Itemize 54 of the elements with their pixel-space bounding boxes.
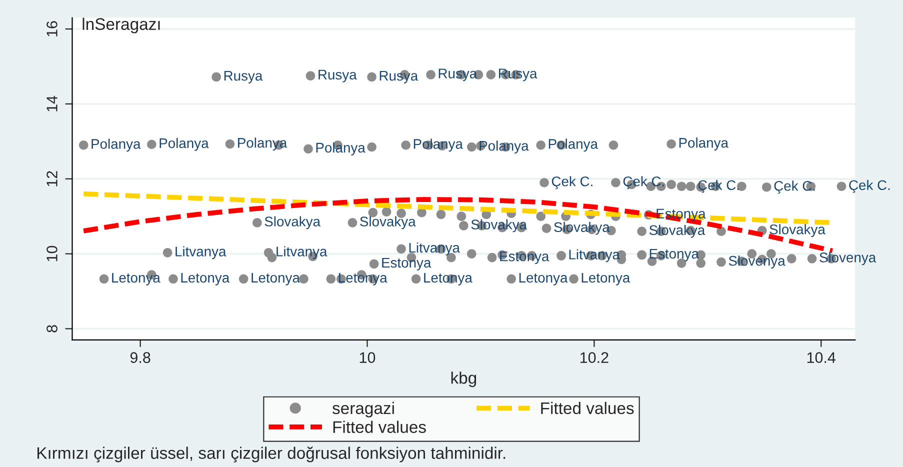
data-label: Polanya <box>679 138 728 150</box>
data-label: Polanya <box>160 138 209 151</box>
y-tick-label: 8 <box>46 325 58 332</box>
data-label: Slovakya <box>264 216 320 230</box>
data-label: Polanya <box>414 138 463 152</box>
data-label: Letonya <box>252 272 300 286</box>
data-label: Polanya <box>548 138 598 152</box>
data-label: Letonya <box>424 272 472 286</box>
data-label: Rusya <box>438 68 478 82</box>
x-axis-title: kbg <box>451 372 476 388</box>
data-label: Rusya <box>380 70 418 84</box>
data-label: Letonya <box>582 272 630 286</box>
data-label: Estonya <box>650 248 699 262</box>
x-tick-label: 9.8 <box>130 352 150 364</box>
data-label: Slovakya <box>360 216 416 230</box>
data-label: Letonya <box>181 272 230 286</box>
data-label: Slovenya <box>728 256 786 269</box>
data-label: Litvanya <box>409 242 460 256</box>
data-label: Çek C. <box>552 176 592 190</box>
data-label: Rusya <box>224 70 263 84</box>
y-axis-title: lnSeragazı <box>82 18 160 34</box>
data-label: Estonya <box>382 258 432 270</box>
x-tick-label: 10 <box>360 352 376 364</box>
data-label: Estonya <box>656 208 706 222</box>
data-label: Slovakya <box>649 224 706 238</box>
data-label: Polanya <box>316 142 366 156</box>
data-label: Slovakya <box>554 222 610 235</box>
data-label: Letonya <box>339 272 388 286</box>
data-label: Estonya <box>500 252 550 264</box>
data-label: Slovakya <box>471 219 527 232</box>
data-label: Slovakya <box>770 224 826 238</box>
data-label: Slovenya <box>820 252 876 266</box>
data-label: Litvanya <box>276 246 328 260</box>
data-label: Çek C. <box>849 180 890 193</box>
data-label: Polanya <box>92 138 141 152</box>
x-tick-label: 10.4 <box>807 352 836 364</box>
data-label: Rusya <box>499 68 538 82</box>
text: Kırmızı çizgiler üssel, sarı çizgiler doğrusal fonksiyon tahminidir. <box>37 446 506 462</box>
data-label: Letonya <box>519 272 568 286</box>
y-tick-label: 16 <box>46 21 58 36</box>
data-label: Litvanya <box>176 246 226 260</box>
data-label: Rusya <box>318 70 357 82</box>
y-tick-label: 10 <box>46 246 58 262</box>
legend-label: Fitted values <box>333 420 426 433</box>
legend-label: Fitted values <box>541 402 634 414</box>
legend-label: seragazi <box>332 402 394 418</box>
data-label: Çek C. <box>623 176 664 190</box>
data-label: Polanya <box>480 140 529 154</box>
data-label: Polanya <box>238 138 288 150</box>
y-tick-label: 12 <box>46 171 58 186</box>
data-label: Letonya <box>112 272 160 286</box>
x-tick-label: 10.2 <box>580 352 608 364</box>
data-label: Litvanya <box>569 249 620 262</box>
y-tick-label: 14 <box>46 96 58 112</box>
